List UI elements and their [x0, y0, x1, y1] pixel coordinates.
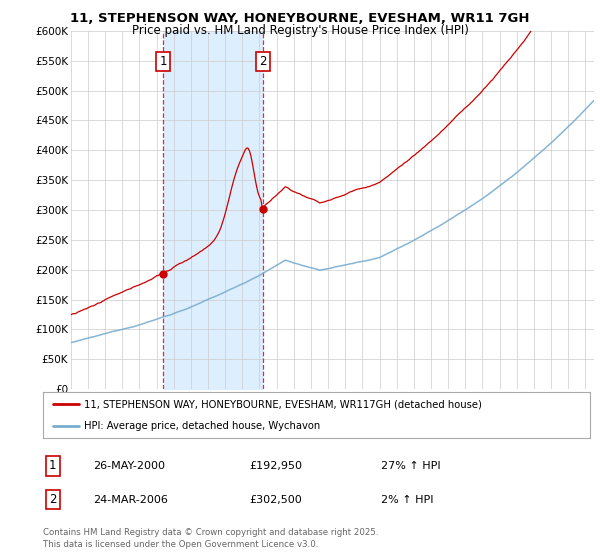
Text: Contains HM Land Registry data © Crown copyright and database right 2025.
This d: Contains HM Land Registry data © Crown c… — [43, 528, 379, 549]
Text: 26-MAY-2000: 26-MAY-2000 — [93, 461, 165, 471]
Text: 2: 2 — [49, 493, 56, 506]
Text: 1: 1 — [49, 459, 56, 473]
Text: HPI: Average price, detached house, Wychavon: HPI: Average price, detached house, Wych… — [84, 421, 320, 431]
Text: £192,950: £192,950 — [249, 461, 302, 471]
Text: 24-MAR-2006: 24-MAR-2006 — [93, 494, 168, 505]
Text: 27% ↑ HPI: 27% ↑ HPI — [381, 461, 440, 471]
Text: 1: 1 — [159, 55, 167, 68]
Text: Price paid vs. HM Land Registry's House Price Index (HPI): Price paid vs. HM Land Registry's House … — [131, 24, 469, 37]
Text: 11, STEPHENSON WAY, HONEYBOURNE, EVESHAM, WR11 7GH: 11, STEPHENSON WAY, HONEYBOURNE, EVESHAM… — [70, 12, 530, 25]
Text: £302,500: £302,500 — [249, 494, 302, 505]
Text: 11, STEPHENSON WAY, HONEYBOURNE, EVESHAM, WR117GH (detached house): 11, STEPHENSON WAY, HONEYBOURNE, EVESHAM… — [84, 399, 482, 409]
Text: 2: 2 — [259, 55, 267, 68]
Text: 2% ↑ HPI: 2% ↑ HPI — [381, 494, 433, 505]
